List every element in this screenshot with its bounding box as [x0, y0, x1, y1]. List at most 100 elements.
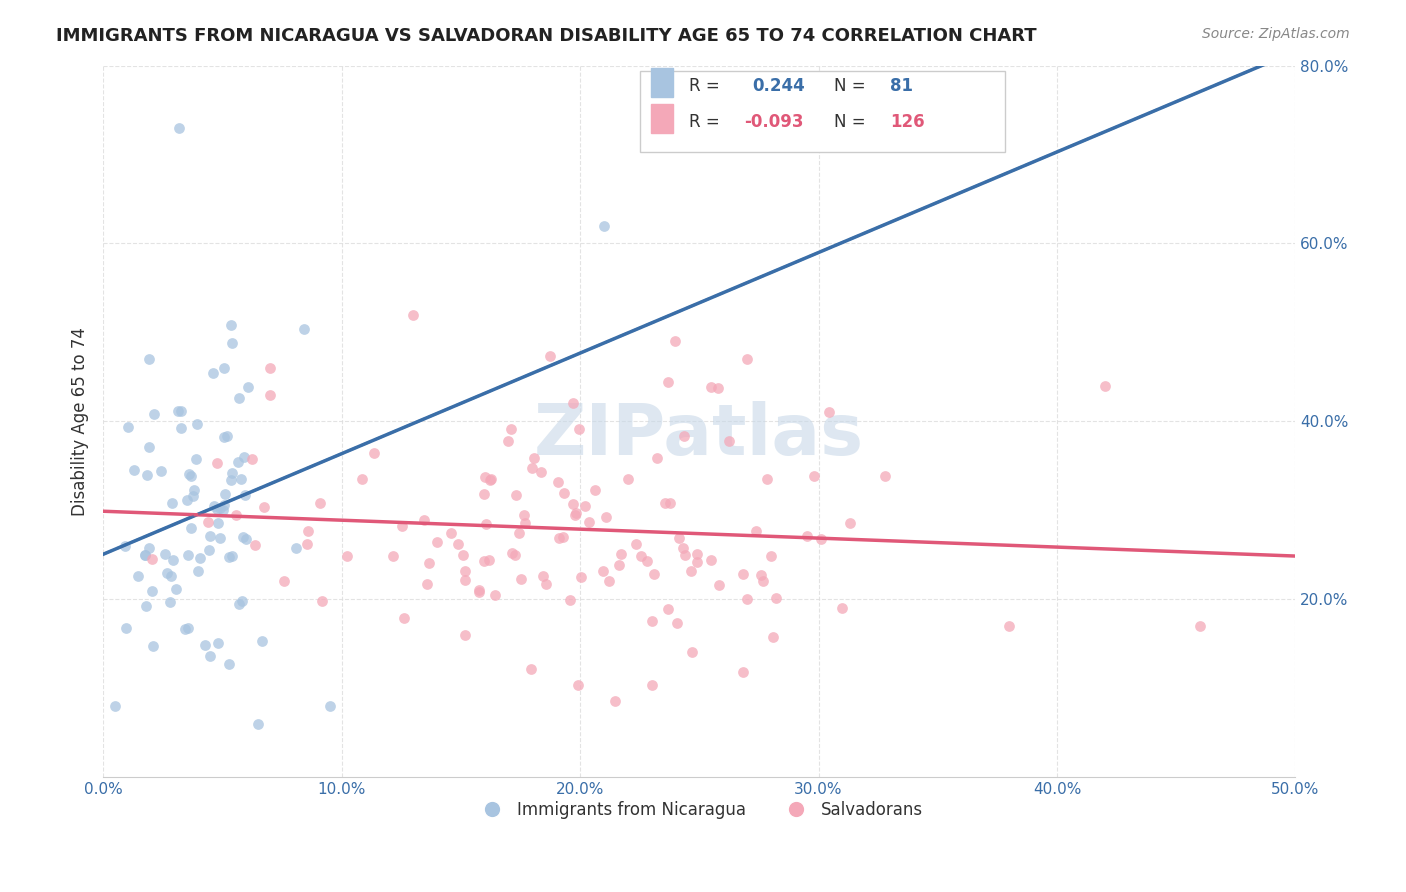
Point — [207, 636, 229, 650]
Point — [624, 536, 647, 550]
Point — [752, 574, 775, 589]
Point — [561, 396, 583, 410]
Point — [212, 430, 235, 444]
Point — [558, 593, 581, 607]
Point — [567, 678, 589, 692]
Point — [513, 508, 536, 522]
Point — [520, 662, 543, 676]
Point — [180, 469, 202, 483]
Point — [530, 465, 553, 479]
Text: R =: R = — [689, 112, 725, 130]
Point — [225, 508, 247, 523]
Point — [127, 569, 149, 583]
Point — [426, 535, 449, 549]
Point — [630, 549, 652, 563]
Point — [214, 360, 236, 375]
Point — [451, 548, 474, 562]
Point — [200, 648, 222, 663]
Point — [115, 621, 138, 635]
Point — [160, 569, 183, 583]
Point — [134, 548, 156, 562]
Point — [665, 615, 688, 630]
Point — [474, 517, 496, 532]
Point — [352, 472, 374, 486]
Point — [186, 417, 208, 431]
Point — [169, 120, 191, 135]
Point — [574, 499, 596, 513]
Point — [817, 404, 839, 418]
Point — [415, 577, 437, 591]
Point — [228, 597, 250, 611]
Point — [153, 547, 176, 561]
Point — [1094, 378, 1116, 392]
Point — [756, 472, 779, 486]
Point — [207, 516, 229, 531]
Point — [838, 516, 860, 531]
Point — [564, 508, 586, 522]
Point — [641, 614, 664, 628]
Point — [295, 536, 318, 550]
Point — [796, 528, 818, 542]
Point — [1189, 618, 1212, 632]
Point — [221, 336, 243, 351]
Text: 81: 81 — [890, 77, 912, 95]
Point — [311, 594, 333, 608]
Point — [221, 549, 243, 564]
Point — [762, 630, 785, 644]
Point — [218, 550, 240, 565]
Point — [221, 473, 243, 487]
Point — [212, 503, 235, 517]
Point — [240, 452, 263, 467]
Text: -0.093: -0.093 — [744, 112, 803, 130]
Point — [998, 618, 1021, 632]
Point — [831, 601, 853, 615]
Point — [561, 498, 583, 512]
Point — [176, 492, 198, 507]
Point — [149, 464, 172, 478]
Point — [138, 440, 160, 454]
Point — [221, 318, 243, 333]
Point — [468, 584, 491, 599]
Point — [170, 404, 193, 418]
Point — [641, 678, 664, 692]
Point — [252, 633, 274, 648]
Point — [205, 456, 228, 470]
Point — [114, 539, 136, 553]
Point — [259, 387, 281, 401]
Point — [212, 499, 235, 513]
Point — [159, 595, 181, 609]
Point — [672, 428, 695, 442]
Point — [177, 621, 200, 635]
Point — [592, 564, 614, 578]
Point — [174, 622, 197, 636]
Point — [547, 475, 569, 489]
Point — [664, 334, 686, 349]
Text: N =: N = — [834, 112, 870, 130]
Point — [657, 375, 679, 389]
Point — [214, 487, 236, 501]
Point — [292, 322, 315, 336]
Point — [117, 419, 139, 434]
Point — [686, 547, 709, 561]
Point — [232, 450, 254, 464]
Text: ZIPatlas: ZIPatlas — [534, 401, 865, 470]
Point — [686, 556, 709, 570]
Point — [761, 549, 783, 563]
Point — [142, 639, 165, 653]
Text: 0.244: 0.244 — [752, 77, 806, 95]
Point — [197, 515, 219, 529]
Point — [391, 519, 413, 533]
Point — [700, 380, 723, 394]
Point — [454, 564, 477, 578]
Text: IMMIGRANTS FROM NICARAGUA VS SALVADORAN DISABILITY AGE 65 TO 74 CORRELATION CHAR: IMMIGRANTS FROM NICARAGUA VS SALVADORAN … — [56, 27, 1036, 45]
Point — [673, 549, 696, 563]
Point — [232, 530, 254, 544]
Point — [134, 548, 156, 562]
Point — [510, 572, 533, 586]
Point — [547, 531, 569, 545]
Point — [553, 486, 575, 500]
Point — [735, 592, 758, 607]
Point — [658, 496, 681, 510]
Point — [501, 546, 523, 560]
Point — [733, 665, 755, 679]
